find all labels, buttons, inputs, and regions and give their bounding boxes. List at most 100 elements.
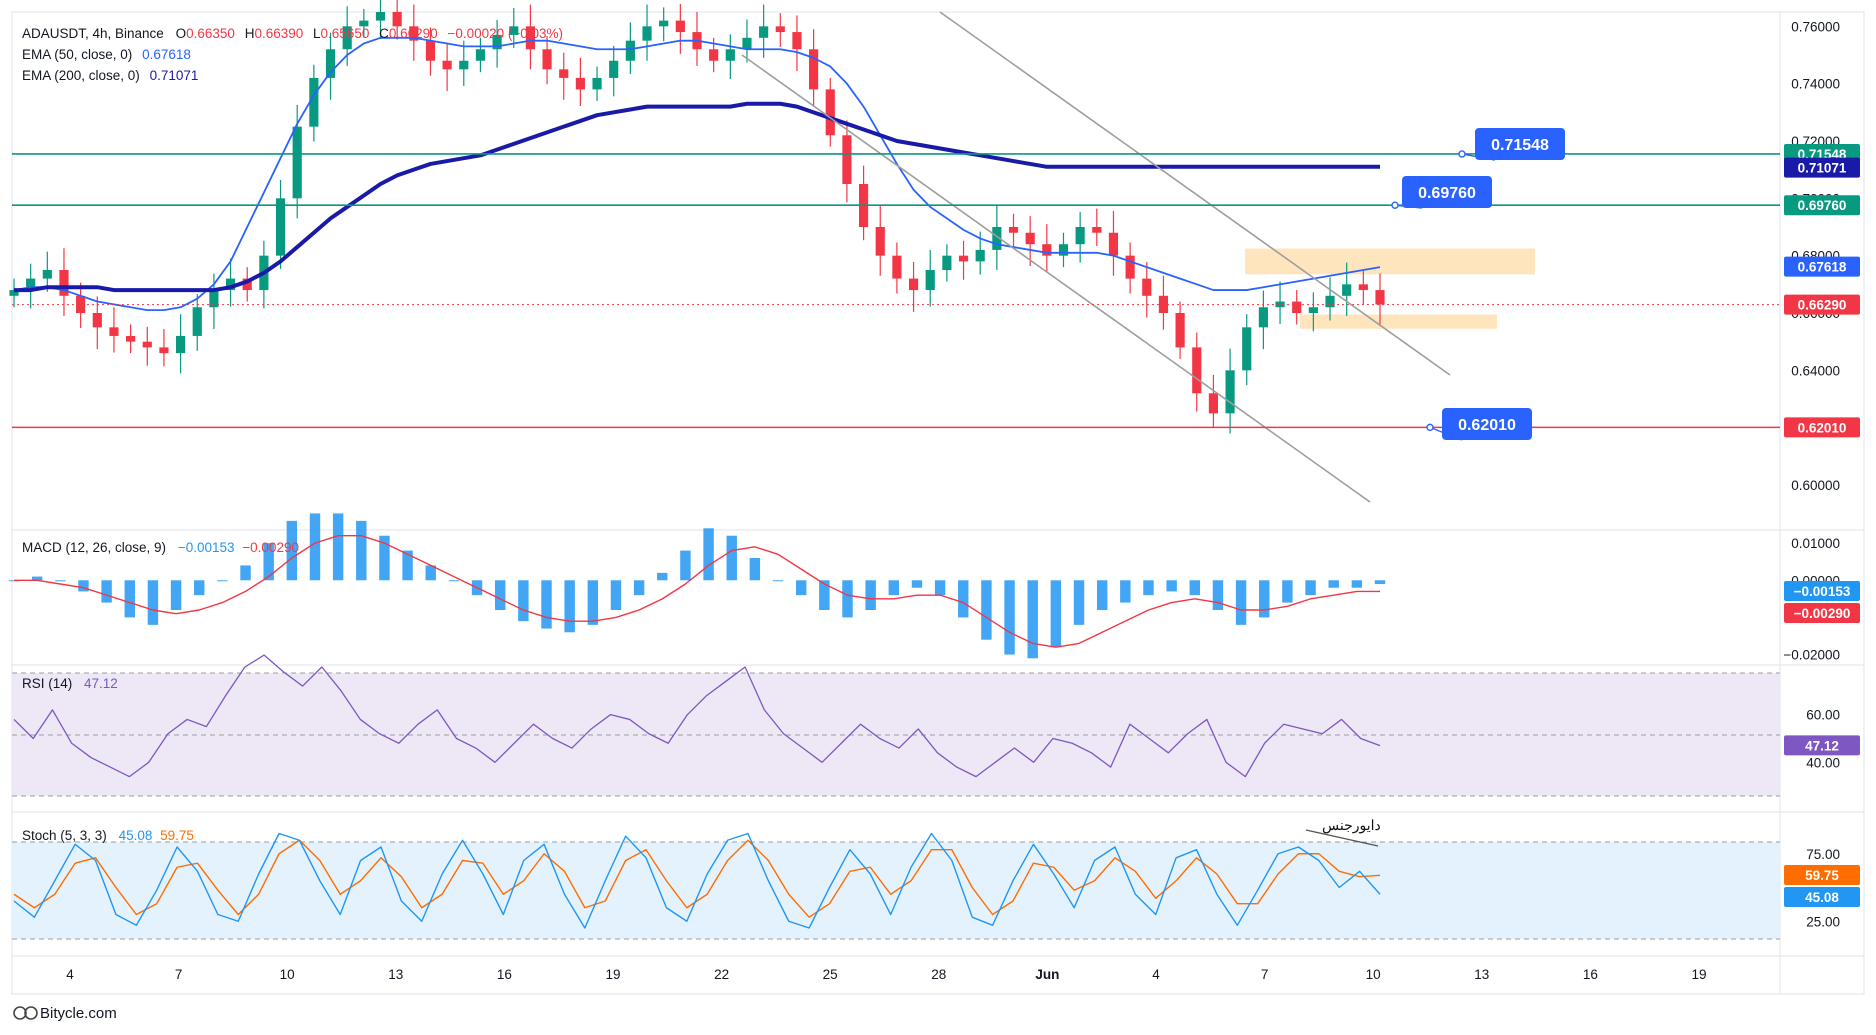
ema50-line[interactable]	[13, 36, 1381, 312]
candle-body[interactable]	[442, 60, 452, 70]
candle-body[interactable]	[1125, 255, 1135, 279]
candle-body[interactable]	[109, 327, 119, 336]
candle-body[interactable]	[942, 255, 952, 270]
candle-body[interactable]	[409, 26, 419, 41]
candle-body[interactable]	[1275, 301, 1285, 308]
candle-body[interactable]	[925, 270, 935, 291]
candle-body[interactable]	[159, 347, 169, 354]
candle-body[interactable]	[809, 49, 819, 90]
candle-body[interactable]	[542, 49, 552, 70]
candle-body[interactable]	[26, 278, 36, 291]
candle-body[interactable]	[1058, 244, 1069, 256]
stoch-k-line[interactable]	[13, 832, 1381, 929]
candle-body[interactable]	[126, 335, 136, 342]
candle-body[interactable]	[142, 341, 152, 348]
supply-demand-zone[interactable]	[1245, 248, 1535, 275]
candle-body[interactable]	[92, 313, 102, 328]
callout-box[interactable]	[1475, 128, 1565, 160]
candle-body[interactable]	[725, 49, 735, 61]
candle-body[interactable]	[59, 270, 69, 296]
candle-body[interactable]	[1325, 295, 1335, 308]
candle-body[interactable]	[1225, 370, 1235, 414]
legend-rsi[interactable]: RSI (14) 47.12	[22, 676, 118, 691]
candle-body[interactable]	[1075, 227, 1085, 245]
legend-macd[interactable]: MACD (12, 26, close, 9) −0.00153 −0.0029…	[22, 540, 299, 555]
candle-body[interactable]	[525, 26, 535, 50]
candle-body[interactable]	[559, 69, 569, 78]
candle-body[interactable]	[492, 34, 502, 50]
candle-body[interactable]	[42, 270, 52, 279]
candle-body[interactable]	[475, 49, 486, 61]
candle-body[interactable]	[176, 335, 186, 354]
candle-body[interactable]	[592, 77, 602, 90]
candle-body[interactable]	[1342, 284, 1352, 296]
candle-body[interactable]	[1308, 307, 1318, 313]
legend-ema50[interactable]: EMA (50, close, 0) 0.67618	[22, 47, 191, 62]
callout-box[interactable]	[1442, 408, 1532, 440]
candle-body[interactable]	[1358, 284, 1368, 291]
candle-body[interactable]	[359, 20, 369, 27]
candle-body[interactable]	[609, 60, 619, 78]
callout-box[interactable]	[1402, 176, 1492, 208]
candle-body[interactable]	[1258, 307, 1268, 328]
candle-body[interactable]	[1108, 232, 1119, 256]
candle-body[interactable]	[1142, 278, 1152, 296]
candle-body[interactable]	[342, 26, 352, 50]
candle-body[interactable]	[958, 255, 969, 262]
candle-body[interactable]	[625, 40, 635, 61]
candle-body[interactable]	[1242, 327, 1252, 371]
candle-body[interactable]	[642, 26, 652, 41]
candle-body[interactable]	[1092, 227, 1102, 233]
legend-ema200[interactable]: EMA (200, close, 0) 0.71071	[22, 68, 198, 83]
candle-body[interactable]	[325, 49, 336, 78]
supply-demand-zone[interactable]	[1300, 314, 1497, 329]
candle-body[interactable]	[892, 255, 902, 279]
stoch-d-line[interactable]	[13, 839, 1381, 918]
candle-body[interactable]	[209, 290, 219, 308]
candle-body[interactable]	[842, 135, 852, 184]
candle-body[interactable]	[1025, 232, 1035, 245]
candle-body[interactable]	[659, 20, 669, 27]
candle-body[interactable]	[242, 278, 252, 291]
candle-body[interactable]	[1042, 244, 1052, 256]
candle-body[interactable]	[875, 227, 885, 256]
candle-body[interactable]	[742, 37, 752, 50]
candle-body[interactable]	[509, 26, 519, 35]
candle-body[interactable]	[709, 49, 719, 61]
candle-body[interactable]	[1008, 227, 1019, 233]
candle-body[interactable]	[992, 227, 1002, 250]
legend-stoch[interactable]: Stoch (5, 3, 3) 45.08 59.75	[22, 828, 194, 843]
candle-body[interactable]	[459, 60, 469, 70]
candle-body[interactable]	[775, 26, 785, 33]
candle-body[interactable]	[1375, 290, 1385, 305]
macd-signal-line[interactable]	[14, 535, 1380, 648]
candle-body[interactable]	[975, 249, 985, 262]
candle-body[interactable]	[1208, 393, 1218, 414]
candle-body[interactable]	[675, 20, 685, 33]
candle-body[interactable]	[225, 278, 236, 291]
callout-anchor[interactable]	[1426, 423, 1434, 432]
callout-anchor[interactable]	[1391, 201, 1399, 209]
candle-body[interactable]	[425, 40, 436, 61]
ema200-line[interactable]	[14, 101, 1380, 293]
candle-body[interactable]	[908, 278, 919, 291]
candle-body[interactable]	[9, 290, 19, 296]
channel-upper-line[interactable]	[939, 11, 1451, 376]
candle-body[interactable]	[792, 32, 802, 50]
divergence-line[interactable]	[1305, 829, 1379, 847]
rsi-line[interactable]	[13, 654, 1381, 778]
candle-body[interactable]	[759, 26, 769, 38]
candle-body[interactable]	[1175, 313, 1185, 348]
candle-body[interactable]	[1192, 347, 1202, 394]
candle-body[interactable]	[275, 198, 286, 256]
candle-body[interactable]	[192, 307, 202, 336]
candle-body[interactable]	[825, 89, 835, 136]
candle-body[interactable]	[392, 12, 402, 27]
candle-body[interactable]	[575, 77, 585, 90]
candle-body[interactable]	[76, 295, 86, 313]
candle-body[interactable]	[292, 126, 302, 199]
candle-body[interactable]	[1292, 301, 1302, 313]
candle-body[interactable]	[375, 12, 386, 21]
candle-body[interactable]	[309, 77, 319, 127]
